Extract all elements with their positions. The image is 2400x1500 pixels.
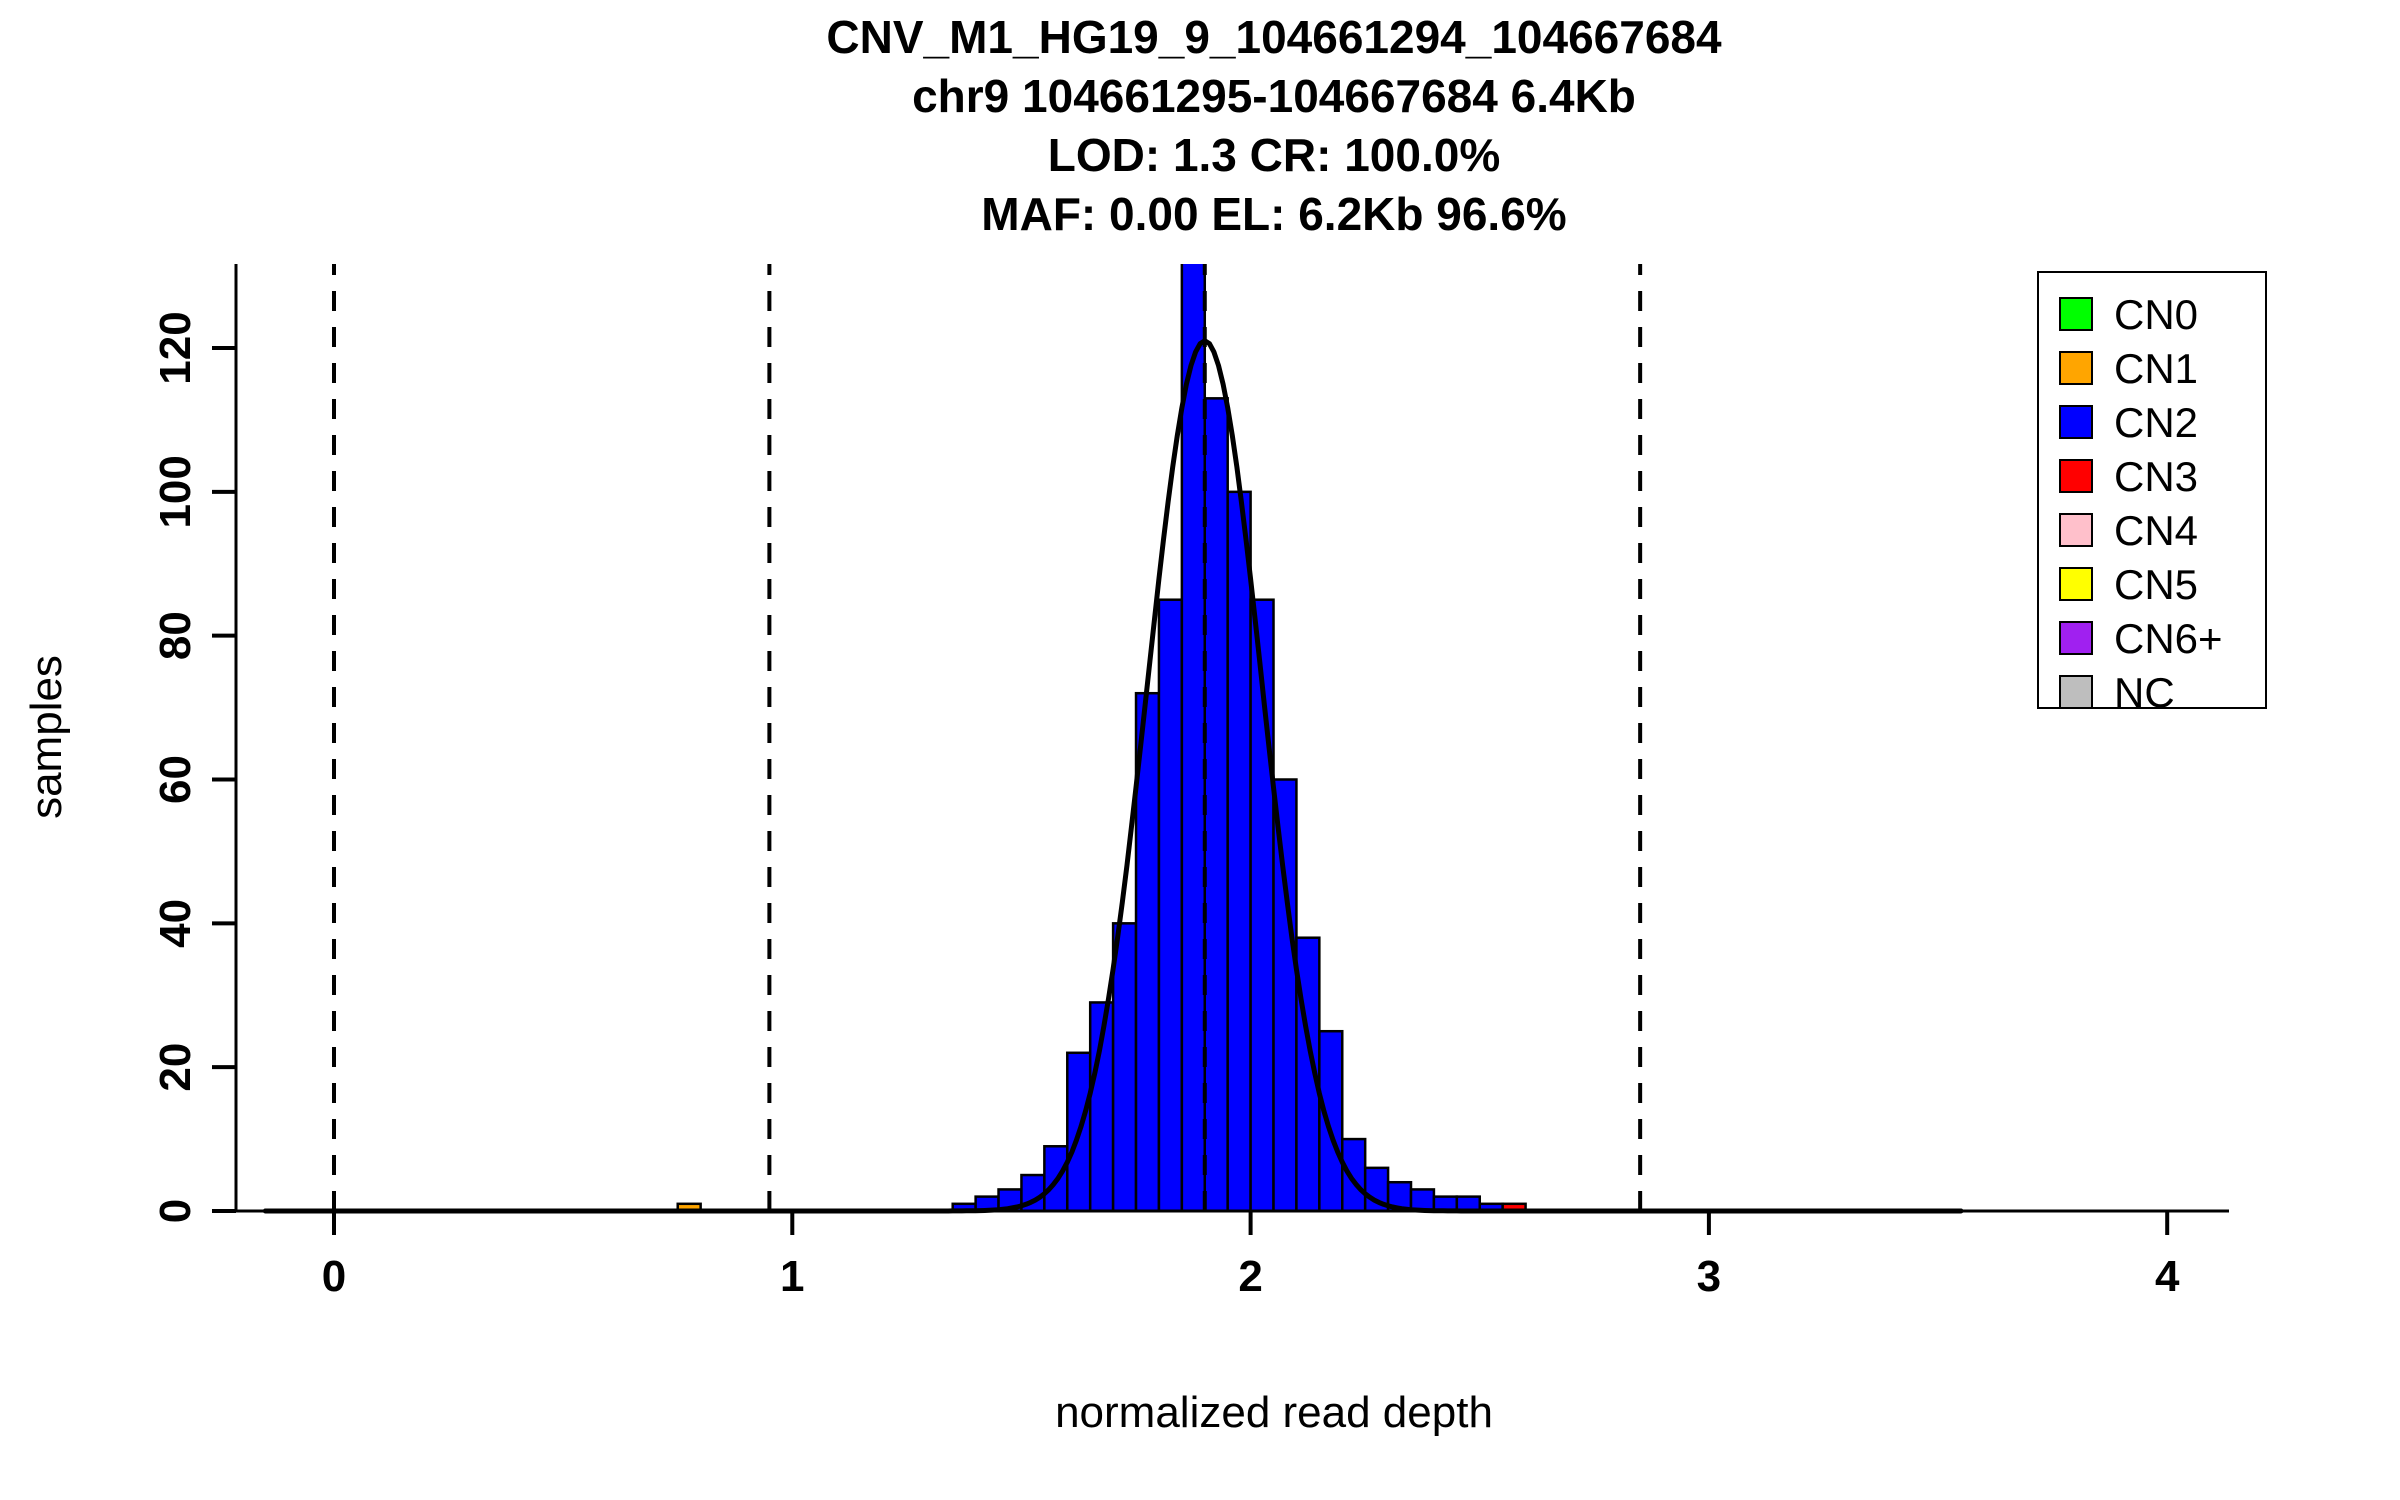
- histogram-bar-CN2: [1111, 922, 1138, 1213]
- y-tick-label: 20: [151, 1043, 200, 1092]
- x-tick-label: 0: [322, 1252, 346, 1301]
- legend-swatch-CN4: [2059, 513, 2093, 547]
- y-tick-label: 0: [151, 1199, 200, 1223]
- histogram-bar-CN2: [1226, 490, 1252, 1213]
- legend-swatch-CN1: [2059, 351, 2093, 385]
- legend: CN0 CN1 CN2 CN3 CN4 CN5 CN6+ NC: [2037, 271, 2267, 716]
- y-tick-label: 100: [151, 455, 200, 528]
- legend-label-CN4: CN4: [2114, 507, 2198, 554]
- chart-title-line-1: CNV_M1_HG19_9_104661294_104667684: [826, 11, 1722, 63]
- chart-title-line-4: MAF: 0.00 EL: 6.2Kb 96.6%: [981, 188, 1567, 240]
- y-tick-label: 40: [151, 899, 200, 948]
- legend-swatch-CN5: [2059, 567, 2093, 601]
- chart-title-line-2: chr9 104661295-104667684 6.4Kb: [912, 70, 1636, 122]
- histogram-bar-CN2: [1203, 397, 1229, 1213]
- legend-label-CN2: CN2: [2114, 399, 2198, 446]
- histogram-bar-CN2: [1318, 1029, 1344, 1213]
- chart-title: CNV_M1_HG19_9_104661294_104667684 chr9 1…: [826, 8, 1721, 244]
- histogram-bar-CN2: [1272, 778, 1298, 1213]
- y-tick-label: 80: [151, 611, 200, 660]
- histogram-bar-CN2: [1341, 1137, 1367, 1213]
- y-axis-ticks: 0 20 40 60 80 100 120: [151, 311, 236, 1223]
- x-tick-label: 2: [1238, 1252, 1262, 1301]
- legend-label-CN1: CN1: [2114, 345, 2198, 392]
- legend-label-CN5: CN5: [2114, 561, 2198, 608]
- x-tick-label: 3: [1697, 1252, 1721, 1301]
- chart-title-line-3: LOD: 1.3 CR: 100.0%: [1047, 129, 1501, 181]
- threshold-lines: [332, 264, 1643, 1211]
- x-tick-label: 4: [2155, 1252, 2180, 1301]
- y-tick-label: 120: [151, 311, 200, 384]
- histogram-bar-CN2: [1157, 598, 1184, 1213]
- x-axis-ticks: 0 1 2 3 4: [322, 1211, 2180, 1301]
- legend-label-NC: NC: [2114, 669, 2175, 716]
- legend-swatch-CN6+: [2059, 621, 2093, 655]
- x-axis-label: normalized read depth: [1055, 1388, 1493, 1437]
- x-tick-label: 1: [780, 1252, 804, 1301]
- legend-swatch-NC: [2059, 675, 2093, 709]
- legend-swatch-CN3: [2059, 459, 2093, 493]
- legend-swatch-CN0: [2059, 297, 2093, 331]
- legend-label-CN3: CN3: [2114, 453, 2198, 500]
- y-tick-label: 60: [151, 755, 200, 804]
- legend-label-CN6+: CN6+: [2114, 615, 2223, 662]
- legend-label-CN0: CN0: [2114, 291, 2198, 338]
- legend-swatch-CN2: [2059, 405, 2093, 439]
- histogram-bars: [676, 264, 1527, 1213]
